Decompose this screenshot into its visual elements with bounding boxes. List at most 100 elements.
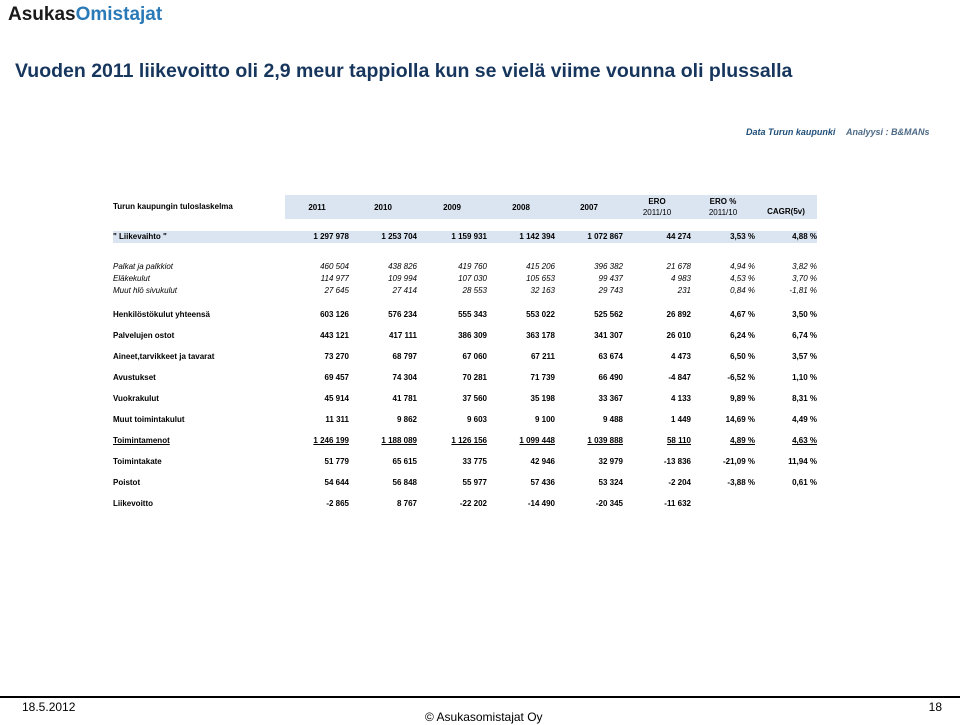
table-cell: 9 488 [602,415,623,424]
row-label: Aineet,tarvikkeet ja tavarat [113,352,215,361]
table-cell: 553 022 [526,310,555,319]
table-cell: 57 436 [530,478,555,487]
table-cell: -4 847 [668,373,691,382]
table-cell: 4,89 % [730,436,755,445]
table-cell: 44 274 [623,231,691,243]
table-cell: 525 562 [594,310,623,319]
table-row-sivukulut: Muut hlö sivukulut 27 645 27 414 28 553 32 1… [113,285,817,297]
footer-divider [0,696,960,698]
table-row-palkat: Palkat ja palkkiot 460 504 438 826 419 760 4… [113,261,817,273]
column-header-label: 2008 [512,202,530,212]
table-row-palvelujen: Palvelujen ostot 443 121 417 111 386 309 363… [113,330,817,342]
column-header: 2007 [555,195,623,219]
column-header: 2008 [487,195,555,219]
slide-title: Vuoden 2011 liikevoitto oli 2,9 meur tap… [15,60,793,82]
table-cell: 1,10 % [792,373,817,382]
row-label: Vuokrakulut [113,394,159,403]
table-cell: 53 324 [598,478,623,487]
page-number: 18 [928,700,942,714]
row-label: Eläkekulut [113,274,150,283]
table-cell: 14,69 % [725,415,755,424]
table-cell: 114 977 [320,274,349,283]
column-header-label: CAGR(5v) [767,206,805,216]
table-cell: 0,84 % [730,286,755,295]
table-cell: 69 457 [324,373,349,382]
column-header: 2009 [417,195,487,219]
table-cell: 63 674 [598,352,623,361]
table-cell: 33 775 [462,457,487,466]
table-cell: 4 473 [670,352,691,361]
spacer-row [113,384,817,393]
table-cell: 21 678 [666,262,691,271]
column-header-label: 2009 [443,202,461,212]
column-header-label: 2010 [374,202,392,212]
table-cell: 363 178 [526,331,555,340]
table-cell: 27 645 [324,286,349,295]
row-label: " Liikevaihto " [113,231,285,243]
table-row-toimintamenot: Toimintamenot 1 246 199 1 188 089 1 126 156… [113,435,817,447]
table-cell: 4,63 % [792,436,817,445]
table-cell: 3,57 % [792,352,817,361]
table-cell: 58 110 [666,436,691,445]
table-cell: 8,31 % [792,394,817,403]
spacer-row [113,489,817,498]
table-cell: 417 111 [388,331,417,340]
column-header-label: ERO [648,197,666,206]
spacer-row [113,219,817,231]
row-label: Muut toimintakulut [113,415,185,424]
table-cell [755,498,817,510]
table-cell: -3,88 % [727,478,755,487]
table-cell: 4 983 [670,274,691,283]
table-cell: 32 163 [530,286,555,295]
table-cell: 3,53 % [691,231,755,243]
table-cell: 27 414 [392,286,417,295]
table-cell: 42 946 [530,457,555,466]
table-heading: Turun kaupungin tuloslaskelma [113,202,233,211]
analysis-source: Analyysi : B&MANs [846,127,930,137]
row-label: Muut hlö sivukulut [113,286,178,295]
table-cell: 70 281 [462,373,487,382]
spacer-row [113,342,817,351]
table-cell: 1 449 [670,415,691,424]
table-cell: 9 603 [466,415,487,424]
table-cell: 68 797 [392,352,417,361]
column-header: CAGR(5v) [755,195,817,219]
table-cell: 3,50 % [792,310,817,319]
spacer-row [113,297,817,309]
table-cell: -2 204 [668,478,691,487]
table-cell: 386 309 [458,331,487,340]
table-row-henkilosto: Henkilöstökulut yhteensä 603 126 576 234 55… [113,309,817,321]
table-cell: -14 490 [527,499,555,508]
table-cell: 4 133 [670,394,691,403]
table-cell: 419 760 [458,262,487,271]
column-header-label: 2007 [580,202,598,212]
table-cell: 74 304 [392,373,417,382]
row-label: Avustukset [113,373,156,382]
table-cell: 3,82 % [792,262,817,271]
table-cell: 33 367 [598,394,623,403]
table-cell: -11 632 [664,499,691,508]
table-cell [691,498,755,510]
row-label: Poistot [113,478,141,487]
table-cell: 107 030 [458,274,487,283]
table-cell: 26 010 [666,331,691,340]
spacer-row [113,321,817,330]
table-cell: 9,89 % [730,394,755,403]
spacer-row [113,363,817,372]
spacer-row [113,405,817,414]
table-cell: 71 739 [530,373,555,382]
table-cell: 6,74 % [792,331,817,340]
table-row-muut: Muut toimintakulut 11 311 9 862 9 603 9 100 9… [113,414,817,426]
table-cell: 1 126 156 [451,436,487,445]
column-header: ERO 2011/10 [623,195,691,219]
brand-logo: AsukasOmistajat [8,4,162,26]
table-cell: 28 553 [462,286,487,295]
column-header-sublabel: 2011/10 [708,208,738,217]
column-header: ERO % 2011/10 [691,195,755,219]
row-label: Henkilöstökulut yhteensä [113,310,210,319]
table-cell: 45 914 [324,394,349,403]
table-cell: 1 253 704 [349,231,417,243]
table-cell: 1 072 867 [555,231,623,243]
table-cell: 67 211 [530,352,555,361]
table-cell: -13 836 [663,457,691,466]
